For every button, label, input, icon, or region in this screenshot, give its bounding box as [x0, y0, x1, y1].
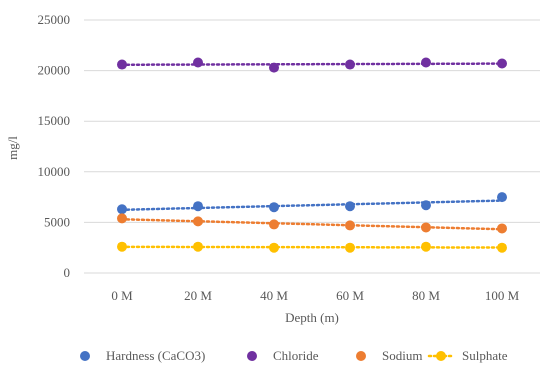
legend-marker — [80, 351, 90, 361]
data-point — [421, 57, 431, 68]
data-point — [345, 220, 355, 231]
legend-marker — [436, 351, 446, 361]
data-point — [421, 241, 431, 252]
x-tick-label: 20 M — [184, 288, 212, 303]
data-point — [497, 192, 507, 203]
data-point — [345, 59, 355, 70]
data-points — [117, 57, 507, 253]
data-point — [269, 62, 279, 73]
data-point — [117, 204, 127, 215]
y-tick-label: 5000 — [44, 214, 70, 229]
data-point — [117, 59, 127, 70]
x-tick-labels: 0 M 20 M 40 M 60 M 80 M 100 M — [111, 288, 519, 303]
y-tick-label: 0 — [64, 265, 71, 280]
legend-label: Chloride — [273, 348, 319, 363]
gridlines — [84, 19, 540, 274]
x-tick-label: 100 M — [485, 288, 520, 303]
data-point — [345, 201, 355, 212]
y-tick-label: 15000 — [38, 113, 71, 128]
data-point — [345, 242, 355, 253]
x-tick-label: 40 M — [260, 288, 288, 303]
trendline — [120, 218, 504, 231]
legend-marker — [247, 351, 257, 361]
data-point — [117, 241, 127, 252]
data-point — [193, 201, 203, 212]
x-tick-label: 60 M — [336, 288, 364, 303]
y-axis-title: mg/l — [5, 136, 20, 160]
y-tick-labels: 0 5000 10000 15000 20000 25000 — [38, 12, 71, 280]
data-point — [497, 242, 507, 253]
trendlines — [120, 62, 504, 249]
data-point — [117, 213, 127, 224]
data-point — [497, 58, 507, 69]
data-point — [269, 242, 279, 253]
x-tick-label: 80 M — [412, 288, 440, 303]
data-point — [269, 202, 279, 213]
data-point — [497, 223, 507, 234]
data-point — [269, 219, 279, 230]
x-tick-label: 0 M — [111, 288, 133, 303]
trendline — [120, 199, 504, 212]
legend: Hardness (CaCO3) Chloride Sodium Sulphate — [80, 348, 508, 363]
legend-label: Sodium — [382, 348, 422, 363]
data-point — [193, 57, 203, 68]
legend-label: Sulphate — [462, 348, 508, 363]
y-tick-label: 10000 — [38, 164, 71, 179]
x-axis-title: Depth (m) — [285, 310, 339, 325]
legend-marker — [356, 351, 366, 361]
legend-label: Hardness (CaCO3) — [106, 348, 205, 363]
y-tick-label: 20000 — [38, 63, 71, 78]
data-point — [193, 216, 203, 227]
trendline — [120, 245, 504, 249]
data-point — [421, 222, 431, 233]
data-point — [193, 241, 203, 252]
data-point — [421, 200, 431, 211]
y-tick-label: 25000 — [38, 12, 71, 27]
trendline — [120, 62, 504, 67]
